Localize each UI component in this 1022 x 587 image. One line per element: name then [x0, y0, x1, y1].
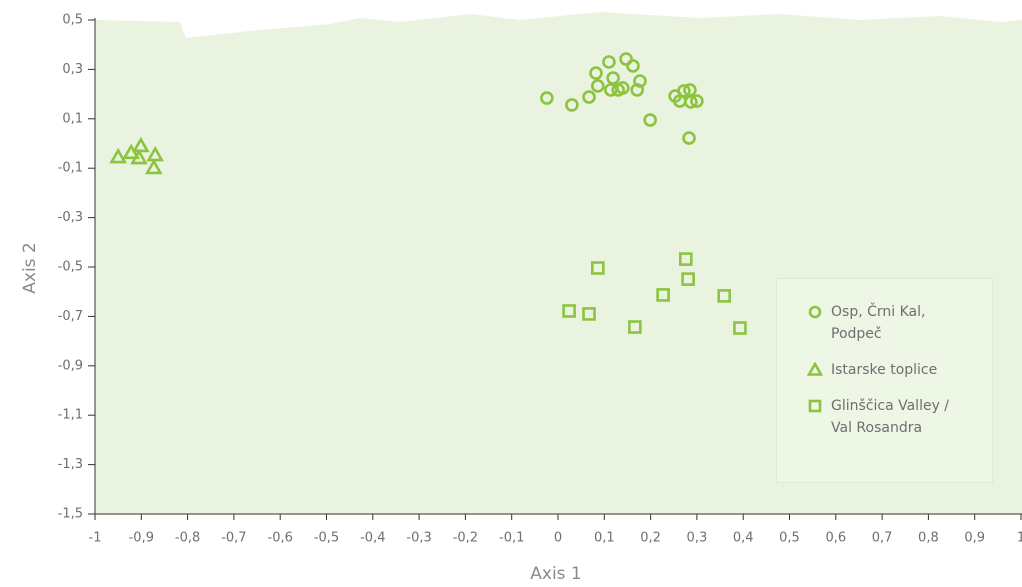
y-tick-label: -1,1	[58, 408, 83, 423]
point	[540, 91, 554, 105]
legend-icon	[807, 362, 823, 376]
x-axis-title: Axis 1	[530, 564, 582, 584]
legend-label: Glinščica Valley / Val Rosandra	[831, 398, 950, 436]
y-axis-title: Axis 2	[20, 242, 40, 294]
x-tick-label: 0,8	[918, 531, 939, 546]
legend-icon	[808, 305, 822, 319]
y-tick-label: 0,3	[62, 62, 83, 77]
x-tick-label: 0,3	[687, 531, 708, 546]
x-tick-label: 0	[554, 531, 562, 546]
x-tick-label: -0,2	[453, 531, 478, 546]
point	[681, 272, 695, 286]
x-tick-label: 0,1	[594, 531, 615, 546]
point	[603, 83, 618, 97]
point	[690, 94, 704, 108]
point	[591, 261, 605, 275]
marker	[808, 399, 822, 413]
point	[643, 113, 657, 127]
point	[565, 98, 579, 112]
x-tick-label: 0,4	[733, 531, 754, 546]
y-tick-label: -0,3	[58, 210, 83, 225]
marker	[808, 305, 822, 319]
point	[682, 131, 696, 145]
point	[628, 320, 642, 334]
point	[619, 52, 633, 66]
x-tick-label: 1	[1017, 531, 1022, 546]
legend-label: Osp, Črni Kal, Podpeč	[831, 304, 926, 342]
y-tick-label: -0,5	[58, 260, 83, 275]
point	[717, 289, 732, 303]
x-tick-label: -0,6	[268, 531, 293, 546]
point	[144, 158, 163, 175]
point	[684, 95, 698, 109]
x-tick-label: 0,5	[779, 531, 800, 546]
point	[656, 288, 670, 302]
y-tick-label: -0,9	[58, 358, 83, 373]
point	[130, 148, 148, 165]
point	[562, 304, 576, 318]
point	[582, 307, 596, 321]
x-tick-label: -0,3	[406, 531, 431, 546]
y-tick-label: 0,5	[62, 13, 83, 28]
point	[589, 66, 603, 80]
x-tick-label: -0,7	[221, 531, 246, 546]
y-tick-label: -0,7	[58, 309, 83, 324]
point	[626, 59, 640, 73]
point	[146, 145, 165, 162]
legend-icon	[808, 399, 822, 413]
marker	[807, 362, 823, 376]
legend-item: Glinščica Valley / Val Rosandra	[807, 395, 982, 439]
legend-label: Istarske toplice	[831, 362, 938, 378]
legend-item: Istarske toplice	[807, 359, 982, 381]
legend: Osp, Črni Kal, Podpeč Istarske toplice Gli…	[776, 278, 993, 483]
point	[602, 55, 616, 69]
x-tick-label: 0,7	[872, 531, 893, 546]
x-tick-label: -1	[89, 531, 102, 546]
point	[591, 79, 605, 93]
point	[582, 90, 596, 104]
point	[678, 252, 693, 266]
x-tick-label: -0,1	[499, 531, 524, 546]
point	[677, 84, 691, 98]
x-tick-label: -0,4	[360, 531, 385, 546]
x-tick-label: -0,9	[129, 531, 154, 546]
x-tick-label: 0,2	[640, 531, 661, 546]
x-tick-label: -0,8	[175, 531, 200, 546]
y-tick-label: -1,5	[58, 507, 83, 522]
point	[733, 321, 747, 335]
x-tick-label: 0,6	[825, 531, 846, 546]
point	[616, 81, 630, 95]
point	[109, 147, 127, 164]
y-tick-label: -1,3	[58, 457, 83, 472]
y-tick-label: 0,1	[62, 111, 83, 126]
x-tick-label: -0,5	[314, 531, 339, 546]
point	[131, 136, 150, 153]
x-tick-label: 0,9	[964, 531, 985, 546]
point	[633, 74, 647, 88]
y-tick-label: -0,1	[58, 161, 83, 176]
legend-item: Osp, Črni Kal, Podpeč	[807, 301, 982, 345]
